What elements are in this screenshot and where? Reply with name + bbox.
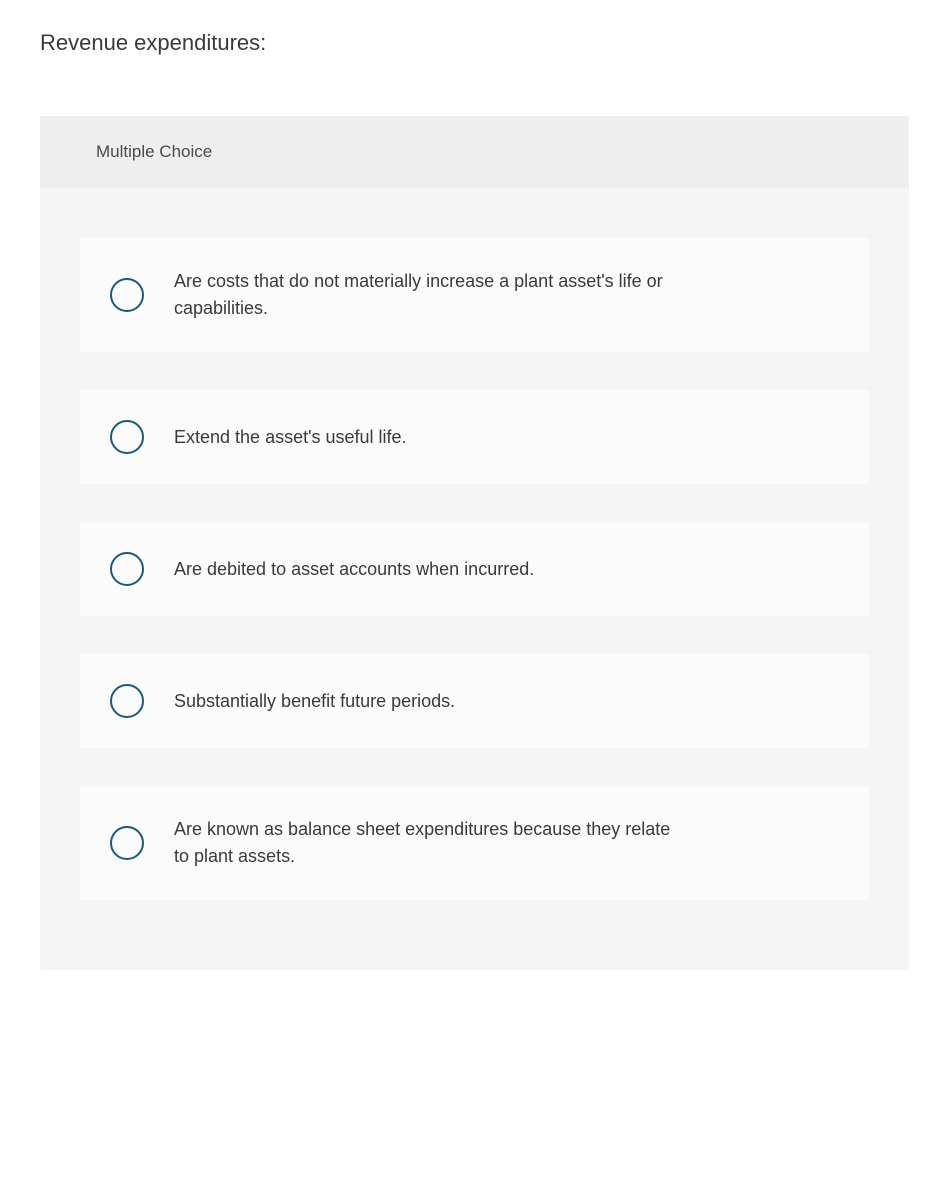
radio-icon — [110, 552, 144, 586]
option-item-4[interactable]: Substantially benefit future periods. — [80, 654, 869, 748]
question-type-label: Multiple Choice — [40, 116, 909, 188]
option-text: Are known as balance sheet expenditures … — [174, 816, 674, 870]
option-item-5[interactable]: Are known as balance sheet expenditures … — [80, 786, 869, 900]
radio-icon — [110, 684, 144, 718]
option-item-3[interactable]: Are debited to asset accounts when incur… — [80, 522, 869, 616]
option-text: Substantially benefit future periods. — [174, 688, 455, 715]
option-text: Extend the asset's useful life. — [174, 424, 407, 451]
option-text: Are costs that do not materially increas… — [174, 268, 674, 322]
options-wrapper: Are costs that do not materially increas… — [40, 188, 909, 970]
option-item-1[interactable]: Are costs that do not materially increas… — [80, 238, 869, 352]
option-text: Are debited to asset accounts when incur… — [174, 556, 534, 583]
radio-icon — [110, 826, 144, 860]
question-title: Revenue expenditures: — [40, 30, 909, 56]
quiz-container: Multiple Choice Are costs that do not ma… — [40, 116, 909, 970]
radio-icon — [110, 278, 144, 312]
radio-icon — [110, 420, 144, 454]
option-item-2[interactable]: Extend the asset's useful life. — [80, 390, 869, 484]
